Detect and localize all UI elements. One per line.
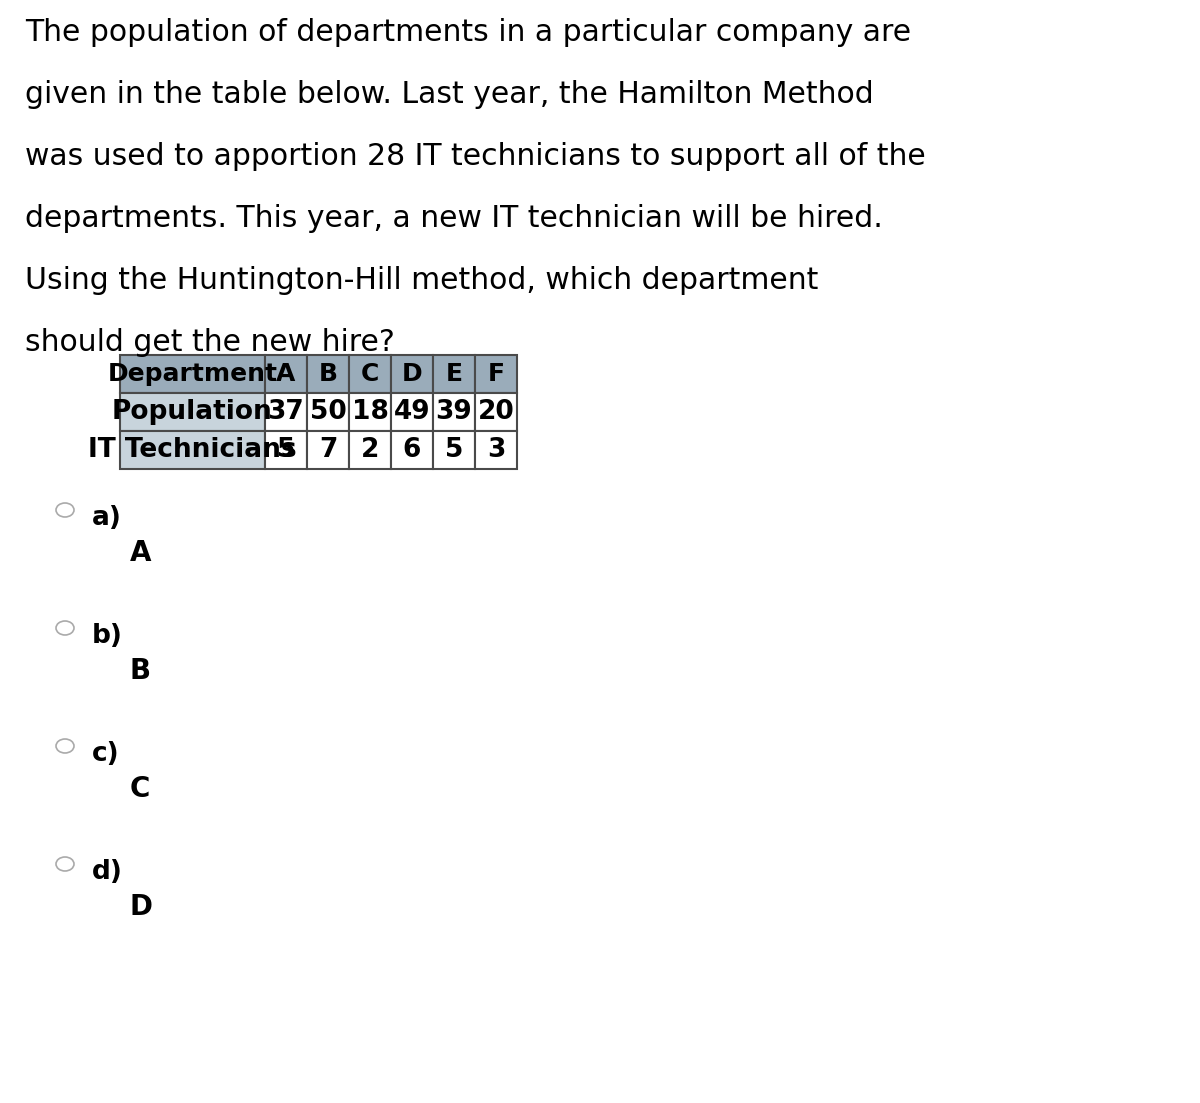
- Text: 18: 18: [352, 399, 389, 425]
- Bar: [475, 393, 517, 431]
- Bar: [349, 355, 391, 393]
- Text: d): d): [92, 859, 122, 885]
- Text: Department: Department: [108, 362, 277, 386]
- Bar: [475, 431, 517, 469]
- Ellipse shape: [56, 503, 74, 517]
- Text: 5: 5: [277, 437, 295, 463]
- Text: 20: 20: [478, 399, 515, 425]
- Text: 37: 37: [268, 399, 305, 425]
- Text: b): b): [92, 623, 122, 649]
- Bar: [349, 393, 391, 431]
- Text: B: B: [130, 657, 151, 685]
- Text: was used to apportion 28 IT technicians to support all of the: was used to apportion 28 IT technicians …: [25, 142, 925, 171]
- Bar: [265, 355, 307, 393]
- Bar: [391, 355, 433, 393]
- Text: given in the table below. Last year, the Hamilton Method: given in the table below. Last year, the…: [25, 81, 874, 109]
- Bar: [120, 431, 265, 469]
- Text: E: E: [445, 362, 462, 386]
- Text: B: B: [318, 362, 337, 386]
- Text: 39: 39: [436, 399, 473, 425]
- Ellipse shape: [56, 739, 74, 753]
- Text: 5: 5: [445, 437, 463, 463]
- Text: 50: 50: [310, 399, 347, 425]
- Text: A: A: [130, 539, 151, 567]
- Bar: [475, 355, 517, 393]
- Text: C: C: [130, 775, 150, 803]
- Bar: [307, 393, 349, 431]
- Bar: [433, 431, 475, 469]
- Text: D: D: [130, 893, 154, 921]
- Text: A: A: [276, 362, 295, 386]
- Text: The population of departments in a particular company are: The population of departments in a parti…: [25, 18, 911, 47]
- Text: 6: 6: [403, 437, 421, 463]
- Bar: [307, 431, 349, 469]
- Bar: [391, 393, 433, 431]
- Text: 7: 7: [319, 437, 337, 463]
- Text: Population: Population: [112, 399, 272, 425]
- Bar: [433, 393, 475, 431]
- Text: departments. This year, a new IT technician will be hired.: departments. This year, a new IT technic…: [25, 204, 883, 233]
- Text: 3: 3: [487, 437, 505, 463]
- Text: Using the Huntington-Hill method, which department: Using the Huntington-Hill method, which …: [25, 266, 818, 295]
- Bar: [307, 355, 349, 393]
- Text: IT Technicians: IT Technicians: [88, 437, 296, 463]
- Ellipse shape: [56, 857, 74, 871]
- Text: should get the new hire?: should get the new hire?: [25, 328, 395, 357]
- Text: 49: 49: [394, 399, 431, 425]
- Text: a): a): [92, 505, 122, 531]
- Bar: [433, 355, 475, 393]
- Text: 2: 2: [361, 437, 379, 463]
- Text: F: F: [487, 362, 504, 386]
- Ellipse shape: [56, 621, 74, 635]
- Text: C: C: [361, 362, 379, 386]
- Bar: [120, 355, 265, 393]
- Bar: [349, 431, 391, 469]
- Bar: [391, 431, 433, 469]
- Bar: [265, 431, 307, 469]
- Bar: [120, 393, 265, 431]
- Text: c): c): [92, 741, 120, 767]
- Bar: [265, 393, 307, 431]
- Text: D: D: [402, 362, 422, 386]
